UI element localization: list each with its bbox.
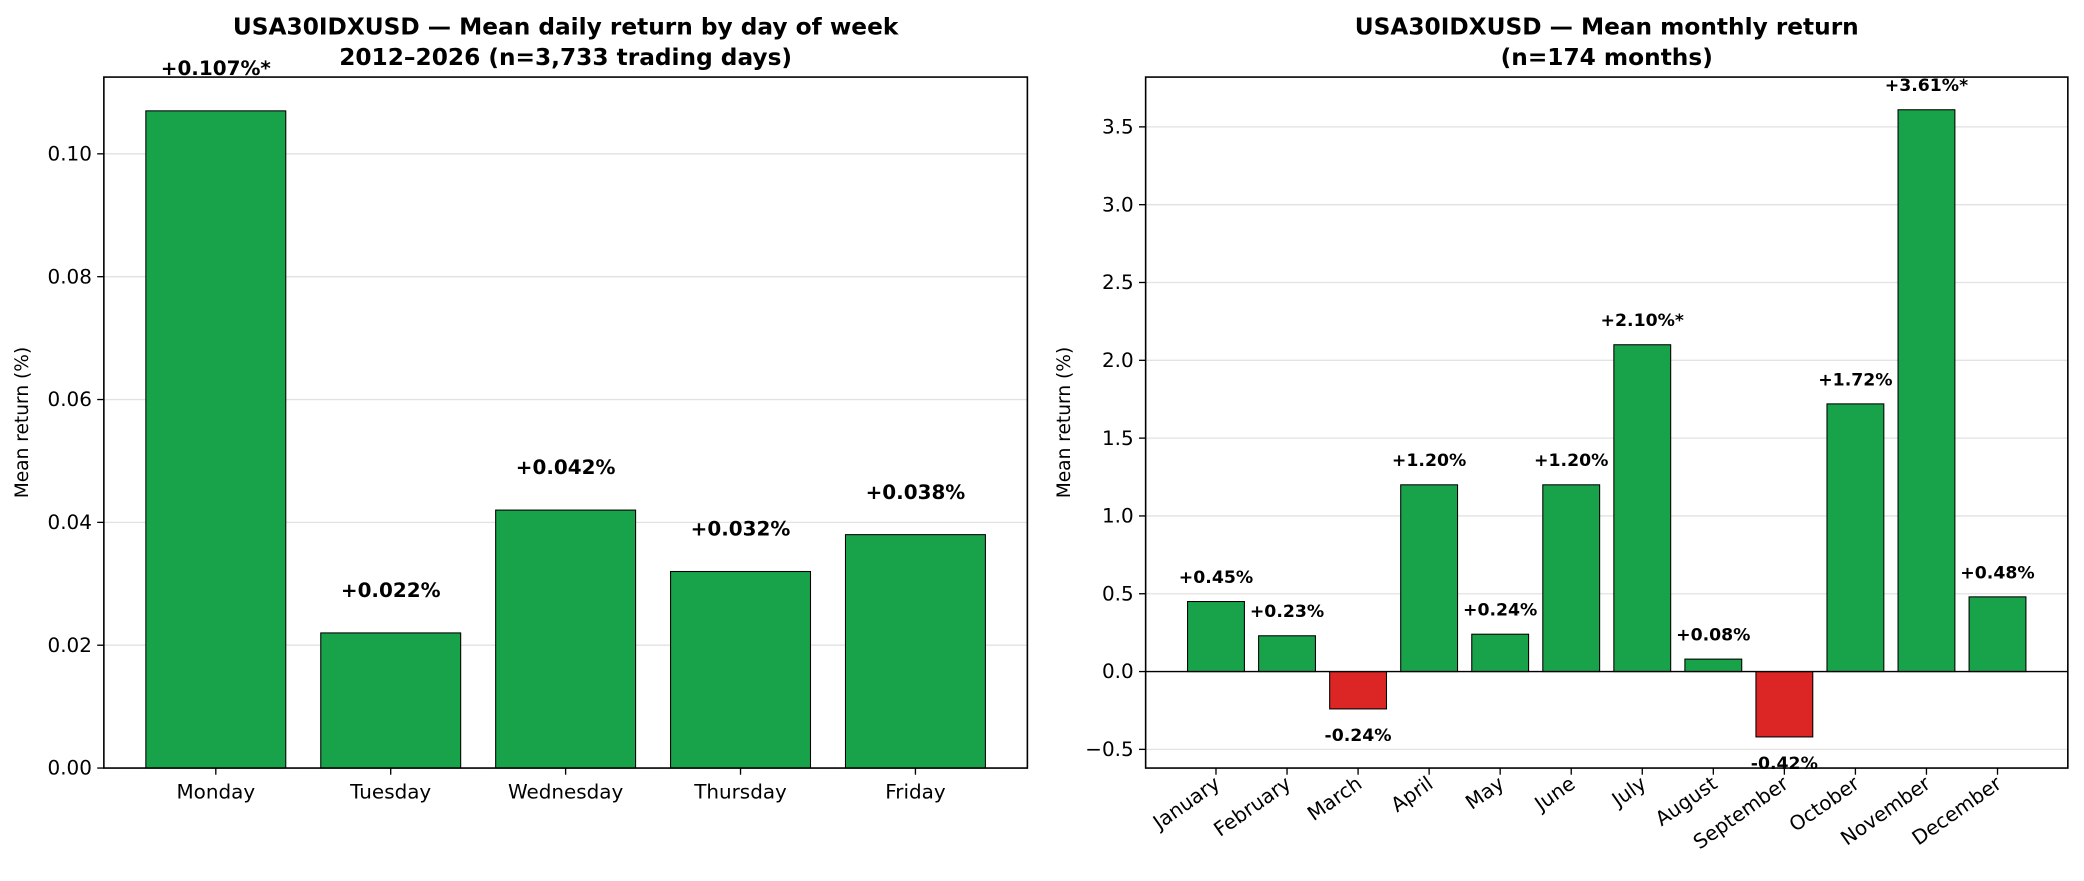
x-tick-label: June: [1529, 772, 1579, 817]
bar: [145, 110, 287, 769]
value-label: +0.08%: [1676, 626, 1750, 646]
y-tick-label: 0.04: [48, 511, 92, 534]
plot-frame: [103, 76, 1029, 769]
value-label: +0.022%: [341, 579, 441, 602]
value-label: +1.20%: [1392, 451, 1466, 471]
value-label: +0.042%: [516, 456, 616, 479]
x-tick-label: Friday: [885, 781, 946, 804]
bar: [1329, 671, 1388, 710]
y-tick-label: 0.06: [48, 388, 92, 411]
y-tick-label: 0.5: [1102, 582, 1134, 605]
bar: [320, 632, 462, 769]
y-axis-label: Mean return (%): [12, 347, 33, 499]
chart-title: USA30IDXUSD — Mean monthly return: [1355, 14, 1859, 41]
bar: [1542, 484, 1601, 673]
bar: [1258, 635, 1316, 673]
value-label: +0.038%: [866, 481, 966, 504]
chart-title: USA30IDXUSD — Mean daily return by day o…: [233, 14, 899, 41]
y-tick-label: 0.00: [48, 757, 92, 780]
y-tick-label: 0.10: [48, 142, 92, 165]
bar: [1187, 600, 1245, 673]
bar: [1755, 671, 1814, 738]
x-tick-label: April: [1387, 772, 1438, 817]
y-axis-label: Mean return (%): [1054, 347, 1075, 499]
value-label: +0.107%*: [161, 57, 272, 80]
value-label: +2.10%*: [1601, 311, 1684, 331]
value-label: +0.23%: [1250, 602, 1324, 622]
bar: [844, 534, 986, 769]
x-tick-label: Tuesday: [349, 781, 431, 804]
y-tick-label: 0.0: [1102, 660, 1134, 683]
y-tick-label: 0.02: [48, 634, 92, 657]
x-tick-label: Thursday: [693, 781, 787, 804]
y-tick-label: −0.5: [1085, 738, 1133, 761]
bar: [1471, 633, 1530, 673]
value-label: +3.61%*: [1885, 76, 1968, 96]
plot-frame: [1144, 76, 2069, 769]
x-tick-label: March: [1303, 772, 1366, 826]
bar: [1826, 403, 1885, 673]
x-tick-label: Wednesday: [508, 781, 624, 804]
bar: [495, 509, 637, 769]
x-tick-label: Monday: [176, 781, 255, 804]
x-tick-label: July: [1606, 772, 1650, 813]
y-tick-label: 1.5: [1102, 427, 1134, 450]
value-label: +0.45%: [1179, 568, 1253, 588]
value-label: +1.72%: [1818, 370, 1892, 390]
y-tick-label: 0.08: [48, 265, 92, 288]
x-tick-label: May: [1461, 772, 1508, 815]
y-tick-label: 2.5: [1102, 271, 1134, 294]
bar: [1613, 344, 1672, 673]
value-label: +0.032%: [691, 518, 791, 541]
value-label: -0.24%: [1325, 726, 1392, 746]
y-tick-label: 3.5: [1102, 116, 1134, 139]
value-label: +1.20%: [1534, 451, 1608, 471]
bar: [670, 570, 812, 769]
y-tick-label: 2.0: [1102, 349, 1134, 372]
value-label: +0.24%: [1463, 601, 1537, 621]
bar: [1684, 658, 1743, 673]
bar: [1400, 484, 1459, 673]
y-tick-label: 1.0: [1102, 505, 1134, 528]
chart-subtitle: (n=174 months): [1501, 44, 1713, 71]
chart-subtitle: 2012–2026 (n=3,733 trading days): [339, 44, 792, 71]
y-tick-label: 3.0: [1102, 193, 1134, 216]
bar: [1897, 109, 1956, 673]
bar: [1968, 596, 2027, 673]
value-label: +0.48%: [1960, 563, 2034, 583]
x-tick-label: February: [1210, 772, 1296, 842]
